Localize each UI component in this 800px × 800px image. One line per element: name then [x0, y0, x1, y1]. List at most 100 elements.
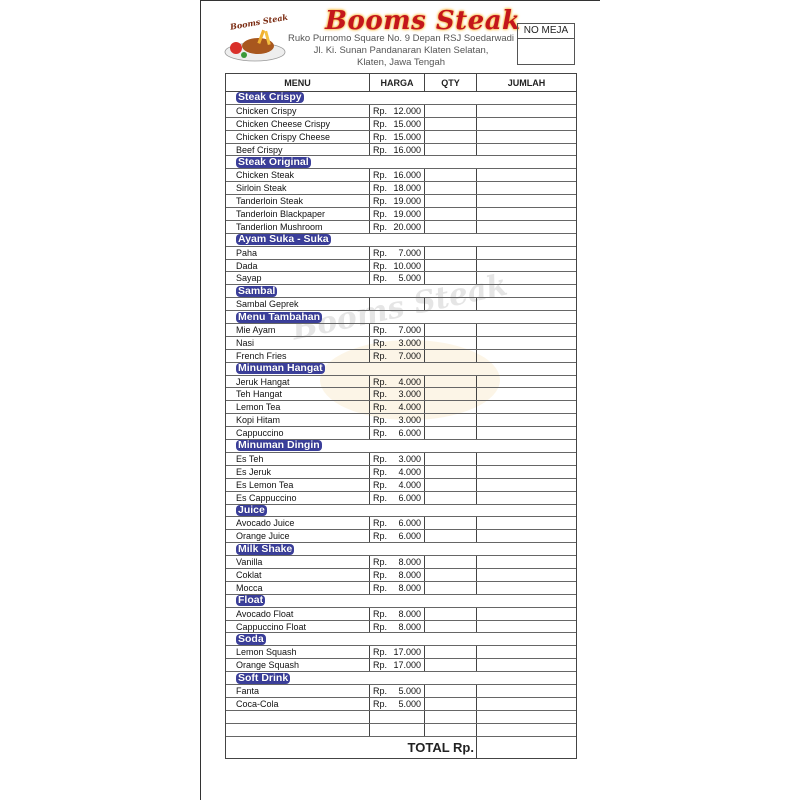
jumlah-cell[interactable] — [477, 517, 576, 529]
qty-cell[interactable] — [425, 208, 477, 220]
jumlah-cell[interactable] — [477, 208, 576, 220]
price-value: 8.000 — [398, 557, 421, 568]
jumlah-cell[interactable] — [477, 337, 576, 349]
price-value: 3.000 — [398, 453, 421, 464]
qty-cell[interactable] — [425, 298, 477, 311]
jumlah-cell[interactable] — [477, 530, 576, 542]
jumlah-cell[interactable] — [477, 247, 576, 259]
total-value-cell[interactable] — [477, 737, 576, 758]
category-label: Minuman Dingin — [236, 439, 322, 452]
jumlah-cell[interactable] — [477, 659, 576, 671]
qty-cell[interactable] — [425, 272, 477, 285]
qty-cell[interactable] — [425, 195, 477, 208]
qty-cell[interactable] — [425, 349, 477, 362]
jumlah-cell[interactable] — [477, 105, 576, 117]
jumlah-cell[interactable] — [477, 144, 576, 156]
qty-cell[interactable] — [425, 259, 477, 272]
jumlah-cell[interactable] — [477, 376, 576, 388]
jumlah-cell[interactable] — [477, 621, 576, 633]
qty-cell[interactable] — [425, 491, 477, 504]
table-row: Coca-Cola Rp. 5.000 — [226, 697, 576, 711]
qty-cell[interactable] — [425, 478, 477, 491]
jumlah-cell[interactable] — [477, 298, 576, 310]
jumlah-cell[interactable] — [477, 698, 576, 710]
jumlah-cell[interactable] — [477, 492, 576, 504]
jumlah-cell[interactable] — [477, 272, 576, 284]
qty-cell[interactable] — [425, 169, 477, 182]
jumlah-cell[interactable] — [477, 260, 576, 272]
jumlah-cell[interactable] — [477, 724, 576, 736]
qty-cell[interactable] — [425, 324, 477, 336]
qty-cell[interactable] — [425, 710, 477, 723]
qty-cell[interactable] — [425, 427, 477, 440]
category-label: Float — [236, 594, 266, 607]
item-price: Rp. 8.000 — [370, 568, 425, 581]
qty-cell[interactable] — [425, 465, 477, 478]
qty-cell[interactable] — [425, 117, 477, 130]
jumlah-cell[interactable] — [477, 427, 576, 439]
qty-cell[interactable] — [425, 401, 477, 414]
qty-cell[interactable] — [425, 143, 477, 156]
qty-cell[interactable] — [425, 659, 477, 672]
item-price: Rp. 8.000 — [370, 581, 425, 594]
qty-cell[interactable] — [425, 388, 477, 401]
jumlah-cell[interactable] — [477, 685, 576, 697]
price-value: 12.000 — [393, 105, 421, 116]
qty-cell[interactable] — [425, 517, 477, 530]
item-name-cell[interactable] — [226, 710, 370, 723]
jumlah-cell[interactable] — [477, 388, 576, 400]
qty-cell[interactable] — [425, 375, 477, 388]
qty-cell[interactable] — [425, 530, 477, 543]
table-number-box[interactable]: NO MEJA — [517, 23, 575, 65]
qty-cell[interactable] — [425, 220, 477, 233]
table-row: Cappuccino Float Rp. 8.000 — [226, 620, 576, 634]
qty-cell[interactable] — [425, 684, 477, 697]
jumlah-cell[interactable] — [477, 401, 576, 413]
jumlah-cell[interactable] — [477, 350, 576, 362]
jumlah-cell[interactable] — [477, 118, 576, 130]
qty-cell[interactable] — [425, 568, 477, 581]
jumlah-cell[interactable] — [477, 169, 576, 181]
jumlah-cell[interactable] — [477, 711, 576, 723]
qty-cell[interactable] — [425, 246, 477, 259]
category-label: Soda — [236, 632, 266, 645]
qty-cell[interactable] — [425, 452, 477, 465]
qty-cell[interactable] — [425, 646, 477, 659]
jumlah-cell[interactable] — [477, 324, 576, 336]
jumlah-cell[interactable] — [477, 646, 576, 658]
qty-cell[interactable] — [425, 723, 477, 736]
qty-cell[interactable] — [425, 556, 477, 568]
qty-cell[interactable] — [425, 607, 477, 620]
jumlah-cell[interactable] — [477, 479, 576, 491]
qty-cell[interactable] — [425, 620, 477, 633]
jumlah-cell[interactable] — [477, 221, 576, 233]
jumlah-cell[interactable] — [477, 131, 576, 143]
jumlah-cell[interactable] — [477, 466, 576, 478]
jumlah-cell[interactable] — [477, 182, 576, 194]
item-price: Rp. 15.000 — [370, 130, 425, 143]
item-price: Rp. 6.000 — [370, 491, 425, 504]
jumlah-cell[interactable] — [477, 582, 576, 594]
jumlah-cell[interactable] — [477, 608, 576, 620]
item-name-cell[interactable] — [226, 723, 370, 736]
item-price: Rp. 7.000 — [370, 324, 425, 336]
category-row: Juice — [226, 504, 576, 518]
qty-cell[interactable] — [425, 581, 477, 594]
qty-cell[interactable] — [425, 414, 477, 427]
table-row: Jeruk Hangat Rp. 4.000 — [226, 375, 576, 389]
table-row: Es Teh Rp. 3.000 — [226, 452, 576, 466]
jumlah-cell[interactable] — [477, 414, 576, 426]
qty-cell[interactable] — [425, 697, 477, 710]
qty-cell[interactable] — [425, 130, 477, 143]
item-price-cell[interactable] — [370, 710, 425, 723]
jumlah-cell[interactable] — [477, 556, 576, 568]
qty-cell[interactable] — [425, 336, 477, 349]
jumlah-cell[interactable] — [477, 195, 576, 207]
order-table: MENU HARGA QTY JUMLAH Steak Crispy Chicke… — [225, 73, 577, 759]
currency-label: Rp. — [373, 389, 388, 400]
item-price-cell[interactable] — [370, 723, 425, 736]
jumlah-cell[interactable] — [477, 569, 576, 581]
jumlah-cell[interactable] — [477, 453, 576, 465]
qty-cell[interactable] — [425, 104, 477, 117]
qty-cell[interactable] — [425, 182, 477, 195]
